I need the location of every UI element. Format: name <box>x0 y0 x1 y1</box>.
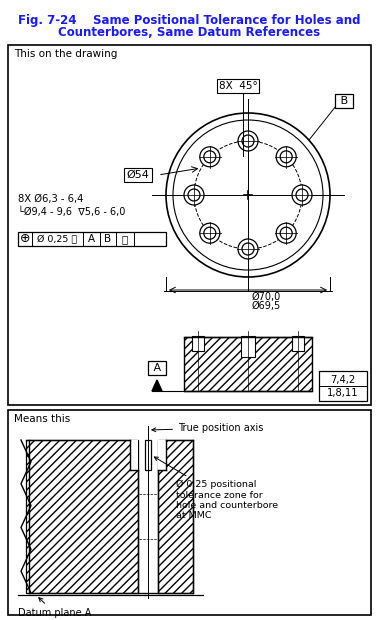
Text: Ø 0.25 positional
tolerance zone for
hole and counterbore
at MMC: Ø 0.25 positional tolerance zone for hol… <box>154 457 278 520</box>
Text: True position axis: True position axis <box>152 423 263 433</box>
Circle shape <box>276 147 296 167</box>
Text: └Ø9,4 - 9,6  ∇5,6 - 6,0: └Ø9,4 - 9,6 ∇5,6 - 6,0 <box>18 206 125 217</box>
Text: 8X Ø6,3 - 6,4: 8X Ø6,3 - 6,4 <box>18 194 83 204</box>
Circle shape <box>276 223 296 243</box>
Bar <box>145 440 151 470</box>
Text: ⊕: ⊕ <box>20 232 30 246</box>
Circle shape <box>188 189 200 201</box>
Circle shape <box>200 147 220 167</box>
Circle shape <box>280 227 292 239</box>
Text: 8X  45°: 8X 45° <box>219 81 257 91</box>
Text: Ⓜ: Ⓜ <box>122 234 128 244</box>
Circle shape <box>204 227 216 239</box>
Bar <box>319 371 367 401</box>
Bar <box>26 440 138 593</box>
Text: Ø69,5: Ø69,5 <box>252 301 281 311</box>
Text: A: A <box>88 234 95 244</box>
Bar <box>158 440 193 593</box>
Circle shape <box>280 151 292 163</box>
Text: Ø70,0: Ø70,0 <box>252 292 281 302</box>
Circle shape <box>242 135 254 147</box>
Circle shape <box>238 131 258 151</box>
Text: B: B <box>105 234 111 244</box>
Circle shape <box>200 223 220 243</box>
Circle shape <box>238 239 258 259</box>
Text: 1,8,11: 1,8,11 <box>327 388 359 398</box>
Text: This on the drawing: This on the drawing <box>14 49 117 59</box>
Bar <box>8 45 371 405</box>
Circle shape <box>242 243 254 255</box>
Text: A: A <box>150 363 164 373</box>
Bar <box>184 337 312 391</box>
Text: B: B <box>337 96 351 106</box>
Bar <box>192 336 204 351</box>
Circle shape <box>292 185 312 205</box>
Bar <box>130 440 138 470</box>
Text: Ø54: Ø54 <box>127 170 149 180</box>
Bar <box>241 336 255 357</box>
Text: Datum plane A: Datum plane A <box>18 598 91 618</box>
Circle shape <box>173 120 323 270</box>
Text: 7,4,2: 7,4,2 <box>330 375 356 385</box>
Bar <box>8 410 371 615</box>
Circle shape <box>166 113 330 277</box>
Circle shape <box>184 185 204 205</box>
Text: Means this: Means this <box>14 414 70 424</box>
Bar <box>292 336 304 351</box>
Bar <box>158 440 166 470</box>
Text: Counterbores, Same Datum References: Counterbores, Same Datum References <box>58 26 320 39</box>
Bar <box>18 232 166 246</box>
Circle shape <box>296 189 308 201</box>
Text: Fig. 7-24    Same Positional Tolerance for Holes and: Fig. 7-24 Same Positional Tolerance for … <box>18 14 360 27</box>
Circle shape <box>204 151 216 163</box>
Polygon shape <box>152 380 162 391</box>
Text: Ø 0,25 Ⓜ: Ø 0,25 Ⓜ <box>37 234 77 244</box>
